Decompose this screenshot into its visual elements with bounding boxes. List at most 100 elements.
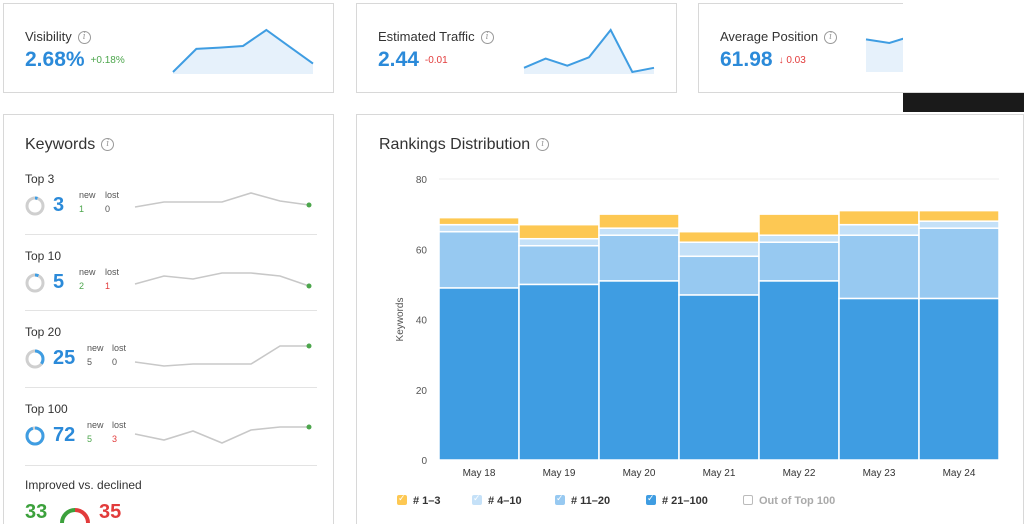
y-tick-label: 60: [416, 245, 428, 256]
sparkline-area: [524, 30, 654, 74]
divider: [25, 465, 317, 466]
bar-segment[interactable]: [598, 227, 680, 236]
bar-segment[interactable]: [838, 297, 920, 461]
x-tick-label: May 21: [703, 468, 736, 479]
y-tick-label: 40: [416, 316, 428, 327]
visibility-value: 2.68% +0.18%: [25, 48, 125, 71]
sparkline-end-dot: [306, 343, 312, 349]
sparkline-line: [134, 192, 310, 208]
progress-ring: [25, 426, 45, 446]
x-tick-label: May 24: [943, 468, 976, 479]
bar-segment[interactable]: [678, 241, 760, 258]
row-label: Top 20: [25, 325, 62, 339]
bar-segment[interactable]: [758, 234, 840, 243]
traffic-delta: -0.01: [424, 55, 448, 66]
row-sparkline: [134, 192, 312, 208]
sparkline-line: [134, 345, 309, 367]
row-sparkline: [134, 343, 312, 367]
bar-segment[interactable]: [758, 241, 840, 282]
bar-segment[interactable]: [518, 244, 600, 286]
lost-value: 0: [105, 204, 111, 214]
bar-segment[interactable]: [758, 213, 840, 236]
new-value: 5: [87, 357, 93, 367]
new-value: 2: [79, 281, 85, 291]
rankings-title: Rankings Distribution i: [379, 136, 550, 154]
bar-segment[interactable]: [918, 227, 1000, 300]
legend-item-top3[interactable]: # 1–3: [397, 493, 441, 507]
y-axis-label: Keywords: [395, 298, 406, 342]
position-value: 61.98 ↓ 0.03: [720, 48, 806, 71]
position-delta: ↓ 0.03: [778, 55, 806, 66]
row-sparkline: [134, 424, 312, 444]
sparkline-line: [172, 28, 314, 73]
info-icon[interactable]: i: [480, 31, 494, 45]
info-icon[interactable]: i: [101, 138, 115, 152]
bar-segment[interactable]: [838, 223, 920, 236]
x-tick-label: May 23: [863, 468, 896, 479]
bar-segment[interactable]: [838, 234, 920, 300]
lost-value: 3: [112, 434, 118, 444]
row-label: Top 10: [25, 249, 62, 263]
progress-ring: [25, 349, 45, 369]
bar-segment[interactable]: [438, 287, 520, 461]
info-icon[interactable]: i: [77, 31, 91, 45]
improved-declined-gauge: [60, 508, 90, 524]
bar-segment[interactable]: [918, 220, 1000, 229]
bar-segment[interactable]: [518, 223, 600, 240]
row-label: Top 3: [25, 172, 55, 186]
legend-item-out-of-top100[interactable]: Out of Top 100: [743, 495, 835, 507]
lost-label: lost: [112, 343, 127, 353]
new-label: new: [87, 343, 104, 353]
legend-item-top100[interactable]: # 21–100: [646, 493, 708, 507]
keywords-title: Keywords i: [25, 136, 115, 154]
bar-segment[interactable]: [438, 223, 520, 233]
sparkline-line: [134, 272, 310, 287]
sparkline-line: [523, 28, 655, 74]
row-value: 3: [53, 194, 65, 216]
new-value: 5: [87, 434, 93, 444]
lost-label: lost: [112, 420, 127, 430]
sparkline-end-dot: [306, 283, 312, 289]
bar-segment[interactable]: [598, 213, 680, 229]
lost-label: lost: [105, 190, 120, 200]
info-icon[interactable]: i: [536, 138, 550, 152]
x-tick-label: May 22: [783, 468, 816, 479]
legend-item-top10[interactable]: # 4–10: [472, 493, 522, 507]
bar-segment[interactable]: [838, 209, 920, 226]
bar-segment[interactable]: [678, 294, 760, 461]
new-label: new: [79, 190, 96, 200]
sparkline-area: [173, 30, 313, 74]
sparkline-end-dot: [306, 424, 312, 430]
rankings-card: Rankings Distribution i 0 20 40 60 80 Keywords…: [356, 114, 1024, 524]
rankings-chart: 0 20 40 60 80 Keywords May 18 May 19 May 20 May 2…: [395, 175, 1000, 479]
bar-segment[interactable]: [598, 234, 680, 282]
divider: [25, 234, 317, 235]
keywords-card: Keywords i Top 3 3 new lost 1 0 Top 10 5 …: [3, 114, 334, 524]
bar-segment[interactable]: [438, 230, 520, 289]
bar-segment[interactable]: [918, 297, 1000, 461]
bar-segment[interactable]: [758, 280, 840, 461]
bar-segment[interactable]: [438, 216, 520, 226]
divider: [25, 387, 317, 388]
new-label: new: [79, 267, 96, 277]
improved-value: 33: [25, 501, 48, 523]
position-label: Average Position i: [720, 29, 838, 45]
checkbox-icon: [472, 493, 482, 505]
bar-segment[interactable]: [518, 283, 600, 461]
bar-segment[interactable]: [918, 209, 1000, 222]
bar-segment[interactable]: [678, 255, 760, 296]
visibility-label: Visibility i: [25, 29, 91, 45]
checkbox-icon: [646, 493, 656, 505]
info-icon[interactable]: i: [824, 31, 838, 45]
progress-ring: [25, 273, 45, 293]
new-label: new: [87, 420, 104, 430]
new-value: 1: [79, 204, 85, 214]
bar-segment[interactable]: [678, 230, 760, 243]
progress-ring: [25, 196, 45, 216]
bar-segment[interactable]: [598, 280, 680, 461]
legend-item-top20[interactable]: # 11–20: [555, 493, 610, 507]
traffic-label: Estimated Traffic i: [378, 29, 494, 45]
bar-segment[interactable]: [518, 237, 600, 247]
y-tick-label: 0: [421, 456, 427, 467]
sparkline-end-dot: [306, 202, 312, 208]
